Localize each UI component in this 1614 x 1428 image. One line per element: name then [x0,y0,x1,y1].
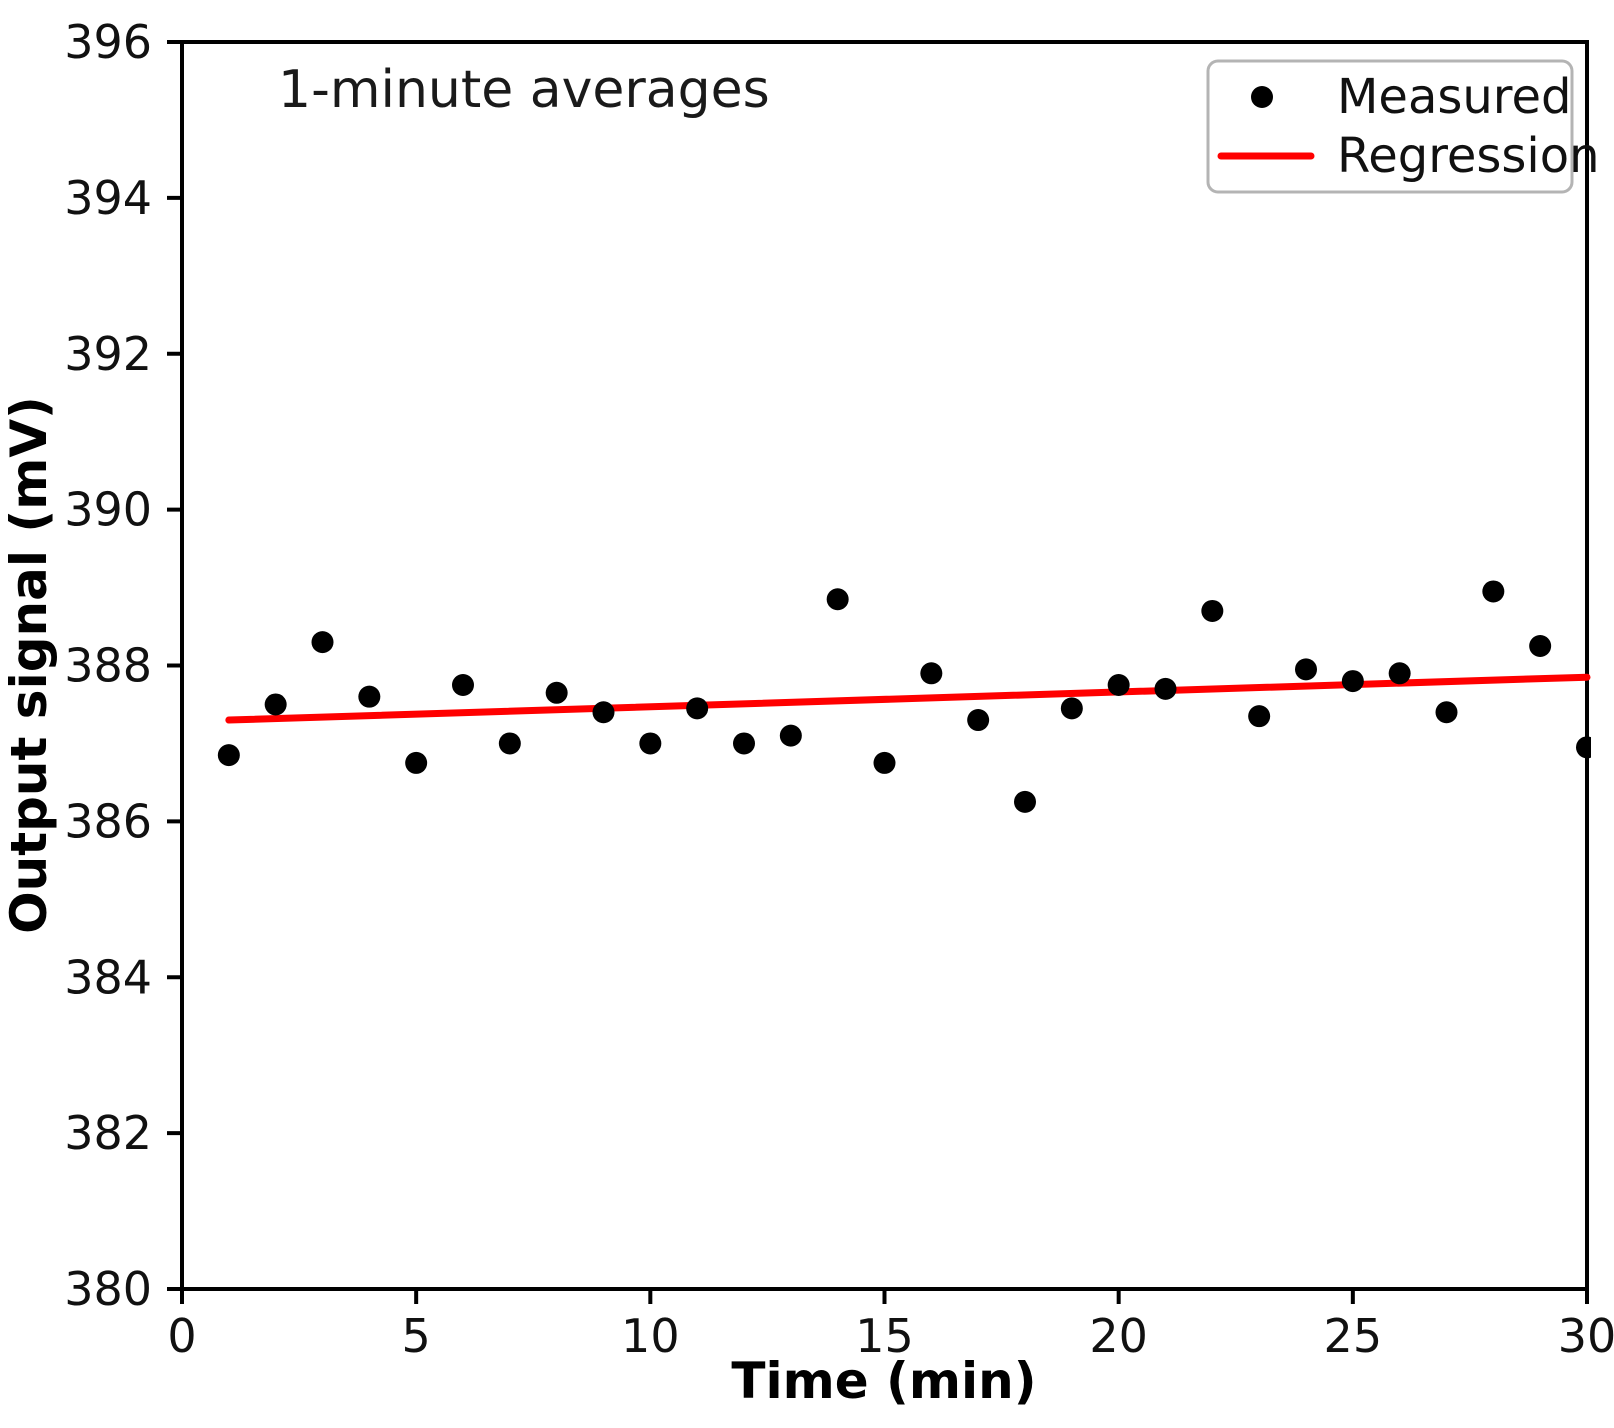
y-tick-label: 382 [64,1106,152,1160]
data-point-dot [1201,599,1224,622]
x-axis-ticks: 0 5 10 15 20 25 30 [167,1289,1614,1363]
y-tick-label: 392 [64,327,152,381]
data-point-dot [686,697,709,720]
x-tick-label: 5 [402,1309,431,1363]
annotation-text: 1-minute averages [278,60,770,120]
data-point-dot [779,724,802,747]
data-point-dot [1107,673,1130,696]
plot-border [180,40,1589,1291]
data-point-dot [1482,580,1505,603]
data-point-dot [1060,697,1083,720]
x-tick-label: 30 [1558,1309,1614,1363]
data-point-dot [1529,635,1552,658]
data-point-dot [1388,662,1411,685]
data-point-dot [1576,736,1591,759]
y-tick-label: 388 [64,639,152,693]
data-point-dot [826,588,849,611]
data-point-dot [452,673,474,696]
x-tick-label: 0 [167,1309,196,1363]
y-axis-ticks: 380 382 384 386 388 390 392 394 396 [64,15,182,1316]
data-point-dot [1435,701,1458,724]
data-point-dot [264,693,287,716]
y-tick-label: 384 [64,950,152,1004]
legend-measured-marker-icon [1251,86,1273,108]
plot-area [217,580,1591,813]
y-tick-label: 394 [64,171,152,225]
y-axis-label: Output signal (mV) [0,396,58,934]
x-tick-label: 15 [855,1309,914,1363]
data-point-dot [1154,677,1177,700]
data-point-dot [639,732,662,755]
data-point-dot [545,681,568,704]
x-tick-label: 10 [621,1309,680,1363]
data-point-dot [217,744,240,767]
data-point-dot [733,732,755,755]
regression-line [225,673,1591,724]
data-point-dot [1014,790,1036,813]
data-point-dot [1248,705,1271,728]
data-point-dot [967,709,990,732]
x-axis-label: Time (min) [731,1352,1036,1410]
data-point-dot [920,662,943,685]
legend: Measured Regression [1206,59,1600,194]
legend-regression-label: Regression [1337,128,1600,184]
data-point-dot [358,685,381,708]
x-tick-label: 25 [1324,1309,1383,1363]
y-tick-label: 380 [64,1262,152,1316]
measured-points [217,580,1591,813]
data-point-dot [1341,670,1364,693]
data-point-dot [405,751,428,774]
data-point-dot [311,631,334,654]
data-point-dot [873,751,896,774]
legend-measured-label: Measured [1337,69,1571,125]
data-point-dot [498,732,521,755]
data-point-dot [1295,658,1317,681]
x-tick-label: 20 [1089,1309,1148,1363]
y-tick-label: 390 [64,483,152,537]
data-point-dot [592,701,615,724]
y-tick-label: 386 [64,794,152,848]
y-tick-label: 396 [64,15,152,69]
